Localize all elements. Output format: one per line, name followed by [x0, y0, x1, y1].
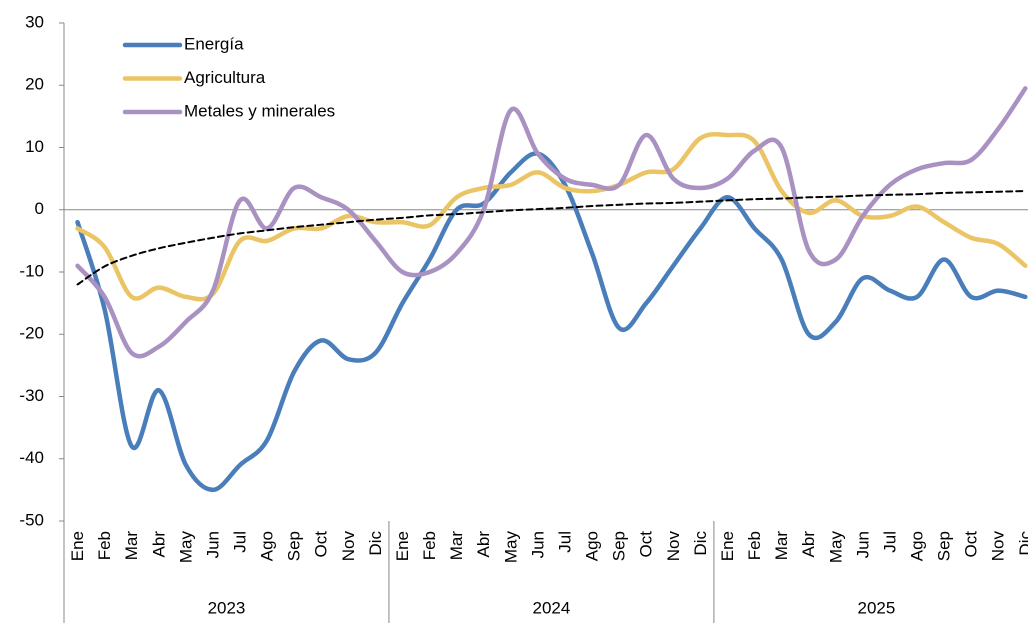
group-label: 2024 [533, 598, 571, 617]
y-tick-label: 30 [25, 12, 44, 31]
x-tick-label: May [501, 531, 520, 564]
x-tick-label: Nov [989, 531, 1008, 562]
x-tick-label: Jul [231, 531, 250, 553]
x-tick-label: Sep [285, 531, 304, 561]
group-label: 2025 [857, 598, 895, 617]
x-tick-label: Oct [962, 531, 981, 558]
y-tick-label: -40 [19, 448, 44, 467]
x-tick-label: Dic [366, 531, 385, 556]
x-tick-label: May [176, 531, 195, 564]
x-tick-label: Jul [880, 531, 899, 553]
x-tick-label: Abr [474, 531, 493, 558]
x-tick-label: Ago [908, 531, 927, 561]
group-label: 2023 [208, 598, 246, 617]
series-line [75, 86, 1028, 359]
legend-label: Agricultura [184, 68, 266, 87]
y-tick-label: 0 [35, 199, 44, 218]
x-tick-label: Jun [203, 531, 222, 558]
x-tick-label: Nov [664, 531, 683, 562]
x-tick-label: Ene [393, 531, 412, 561]
x-tick-label: Ago [258, 531, 277, 561]
x-tick-label: Mar [447, 531, 466, 561]
legend-label: Metales y minerales [184, 101, 335, 120]
x-tick-label: Nov [339, 531, 358, 562]
x-tick-label: Abr [149, 531, 168, 558]
x-tick-label: Oct [312, 531, 331, 558]
x-tick-label: Jul [555, 531, 574, 553]
x-tick-label: Abr [799, 531, 818, 558]
x-tick-label: Mar [772, 531, 791, 561]
x-tick-label: Jun [528, 531, 547, 558]
x-tick-label: Feb [745, 531, 764, 560]
x-tick-label: Sep [935, 531, 954, 561]
x-tick-label: Ene [718, 531, 737, 561]
y-tick-label: -50 [19, 510, 44, 529]
x-tick-label: Ene [68, 531, 87, 561]
y-tick-label: -30 [19, 386, 44, 405]
x-tick-label: Mar [122, 531, 141, 561]
x-tick-label: Dic [1016, 531, 1028, 556]
legend-label: Energía [184, 34, 244, 53]
x-tick-label: May [826, 531, 845, 564]
series-line [75, 151, 1028, 493]
y-tick-label: 20 [25, 75, 44, 94]
y-tick-label: -20 [19, 324, 44, 343]
x-tick-label: Feb [95, 531, 114, 560]
y-tick-label: 10 [25, 137, 44, 156]
x-tick-label: Ago [583, 531, 602, 561]
x-tick-label: Jun [853, 531, 872, 558]
trend-line [76, 190, 1027, 286]
x-tick-label: Sep [610, 531, 629, 561]
y-tick-label: -10 [19, 261, 44, 280]
x-tick-label: Oct [637, 531, 656, 558]
x-tick-label: Feb [420, 531, 439, 560]
x-tick-label: Dic [691, 531, 710, 556]
